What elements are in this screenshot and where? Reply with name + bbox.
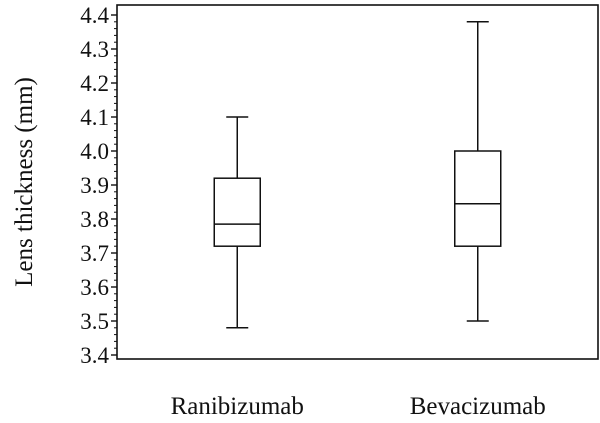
y-tick-label: 3.6 [80,275,109,300]
plot-frame [116,4,599,360]
y-tick-label: 4.2 [80,71,109,96]
y-axis-ticks: 3.4 3.5 3.6 3.7 3.8 3.9 4.0 4.1 4.2 4.3 4.4 [80,3,117,368]
y-tick-label: 3.8 [80,207,109,232]
x-category-label: Ranibizumab [171,393,304,420]
x-category-label: Bevacizumab [410,393,546,420]
y-tick-label: 4.3 [80,37,109,62]
y-tick-label: 4.0 [80,139,109,164]
box-series [213,21,502,329]
box-bevacizumab [454,21,502,322]
y-tick-label: 4.4 [80,3,109,28]
y-tick-label: 3.9 [80,173,109,198]
category-labels: Ranibizumab Bevacizumab [171,393,546,420]
y-axis-label: Lens thickness (mm) [11,77,38,287]
box-ranibizumab [213,116,261,329]
iqr-box [454,150,502,247]
iqr-box [213,177,261,247]
y-tick-label: 3.7 [80,241,109,266]
y-tick-label: 3.5 [80,309,109,334]
y-tick-label: 4.1 [80,105,109,130]
y-tick-label: 3.4 [80,343,109,368]
